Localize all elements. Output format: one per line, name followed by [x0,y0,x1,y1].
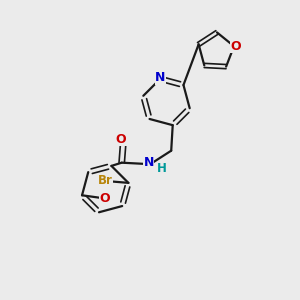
Text: H: H [157,162,166,175]
Text: N: N [143,156,154,169]
Text: O: O [230,40,241,53]
Text: N: N [155,71,166,84]
Text: O: O [116,133,126,146]
Text: O: O [100,192,110,205]
Text: Br: Br [98,174,112,187]
